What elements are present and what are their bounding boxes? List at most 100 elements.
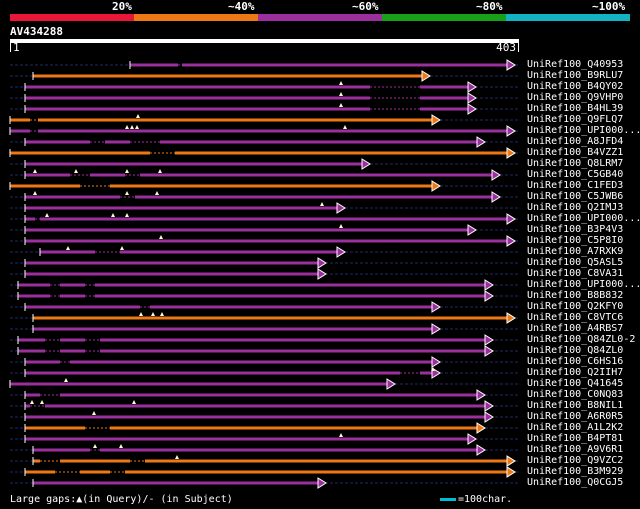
hit-label[interactable]: UniRef100_B4QY02 [527,81,624,92]
hit-label[interactable]: UniRef100_C0NQ83 [527,389,624,400]
hit-label[interactable]: UniRef100_Q0CGJ5 [527,477,624,488]
hit-arrow-head [476,444,486,456]
identity-color-bar [10,14,630,21]
hit-label[interactable]: UniRef100_B4VZZ1 [527,147,624,158]
query-gap-marker [136,114,140,118]
hit-row [10,224,520,236]
hit-row [10,158,520,170]
hit-arrow-head [467,81,477,93]
query-end-label: 403 [496,41,516,54]
hit-label[interactable]: UniRef100_B9RLU7 [527,70,624,81]
hit-label[interactable]: UniRef100_Q9FLQ7 [527,114,624,125]
hit-label[interactable]: UniRef100_C8VA31 [527,268,624,279]
hit-arrow-head [467,92,477,104]
query-gap-marker [120,246,124,250]
hit-arrow-head [467,103,477,115]
query-gap-marker [339,103,343,107]
hit-row [10,477,520,489]
hit-label[interactable]: UniRef100_B8B832 [527,290,624,301]
query-gap-marker [40,400,44,404]
hit-arrow-head [336,202,346,214]
hit-arrow-head [506,235,516,247]
hit-row [10,279,520,291]
hit-row [10,290,520,302]
hit-arrow-head [484,411,494,423]
hit-label[interactable]: UniRef100_UPI000... [527,279,640,290]
scale-label-20: 20% [112,0,132,13]
hit-label[interactable]: UniRef100_A6R0R5 [527,411,624,422]
query-gap-marker [158,169,162,173]
hit-label[interactable]: UniRef100_C6HS16 [527,356,624,367]
hit-arrow-head [317,257,327,269]
hit-label[interactable]: UniRef100_B4HL39 [527,103,624,114]
query-gap-marker [64,378,68,382]
hit-label[interactable]: UniRef100_Q2IMJ3 [527,202,624,213]
hit-row [9,114,520,126]
hit-label[interactable]: UniRef100_Q84ZL0-2 [527,334,636,345]
hit-row [10,389,520,401]
hit-label[interactable]: UniRef100_A8JFD4 [527,136,624,147]
hit-row [10,235,520,247]
hit-label[interactable]: UniRef100_A9V6R1 [527,444,624,455]
query-gap-marker [130,125,134,129]
hit-label[interactable]: UniRef100_Q41645 [527,378,624,389]
query-gap-marker [320,202,324,206]
hit-arrow-head [506,147,516,159]
hit-label[interactable]: UniRef100_C1FED3 [527,180,624,191]
hit-arrow-head [484,334,494,346]
hit-arrow-head [431,356,441,368]
hit-label[interactable]: UniRef100_Q5ASL5 [527,257,624,268]
hit-arrow-head [484,279,494,291]
hit-label[interactable]: UniRef100_Q40953 [527,59,624,70]
query-gap-marker [175,455,179,459]
hit-label[interactable]: UniRef100_B3M929 [527,466,624,477]
query-gap-marker [431,367,435,371]
hit-row [10,70,520,82]
query-gap-marker [30,400,34,404]
hit-row [10,169,520,181]
hit-label[interactable]: UniRef100_Q8LRM7 [527,158,624,169]
hit-label[interactable]: UniRef100_Q84ZL0 [527,345,624,356]
hit-label[interactable]: UniRef100_C5GB40 [527,169,624,180]
query-gap-marker [33,191,37,195]
query-bar [10,39,519,43]
hit-row [10,257,520,269]
hit-label[interactable]: UniRef100_A4RBS7 [527,323,624,334]
hit-row [9,180,520,192]
hit-row [10,202,520,214]
hit-label[interactable]: UniRef100_B8NIL1 [527,400,624,411]
hit-row [10,345,520,357]
query-gap-marker [111,213,115,217]
hit-label[interactable]: UniRef100_Q9VZC2 [527,455,624,466]
hit-arrow-head [386,378,396,390]
hit-label[interactable]: UniRef100_B4PT81 [527,433,624,444]
hit-row [10,400,520,412]
color-bar-segment [382,14,506,21]
hit-label[interactable]: UniRef100_Q2KFY0 [527,301,624,312]
hit-row [10,312,520,324]
hit-arrow-head [484,290,494,302]
hit-label[interactable]: UniRef100_B3P4V3 [527,224,624,235]
scale-label-80: ~80% [476,0,503,13]
hit-label[interactable]: UniRef100_C5JWB6 [527,191,624,202]
hit-row [10,455,520,467]
hit-arrow-head [484,400,494,412]
hit-label[interactable]: UniRef100_UPI000... [527,213,640,224]
query-gap-marker [125,169,129,173]
hit-label[interactable]: UniRef100_A7RXK9 [527,246,624,257]
query-end-tick [518,39,519,52]
hit-row [10,268,520,280]
hit-label[interactable]: UniRef100_C5P8I0 [527,235,624,246]
hit-arrow-head [421,70,431,82]
hit-arrow-head [431,301,441,313]
hit-row [10,356,520,368]
hit-label[interactable]: UniRef100_A1L2K2 [527,422,624,433]
hit-label[interactable]: UniRef100_Q2IIH7 [527,367,624,378]
hit-arrow-head [467,433,477,445]
hit-label[interactable]: UniRef100_Q9VHP0 [527,92,624,103]
query-gap-marker [125,191,129,195]
query-gap-marker [159,235,163,239]
scale-swatch [440,497,456,501]
hit-label[interactable]: UniRef100_UPI000... [527,125,640,136]
hit-label[interactable]: UniRef100_C8VTC6 [527,312,624,323]
